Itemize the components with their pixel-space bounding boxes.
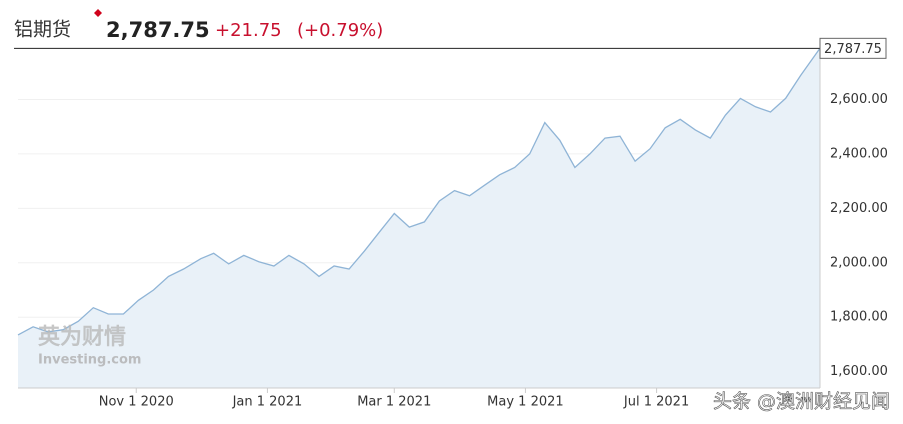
x-tick-label: May 1 2021 (487, 395, 564, 410)
watermark-sub: Investing.com (38, 353, 141, 368)
y-tick-label: 1,800.00 (830, 310, 888, 325)
last-price-box (819, 37, 887, 59)
y-tick-label: 1,600.00 (830, 364, 888, 379)
y-tick-label: 2,600.00 (830, 92, 888, 107)
watermark: 英为财情 (38, 324, 126, 350)
y-tick-label: 2,000.00 (830, 255, 888, 270)
x-tick-label: Nov 1 2020 (99, 395, 174, 410)
x-tick-label: Jan 1 2021 (232, 395, 303, 410)
last-price-label: 2,787.75 (824, 42, 882, 57)
x-tick-label: Jul 1 2021 (623, 395, 689, 410)
y-tick-label: 2,400.00 (830, 146, 888, 161)
plot-area: 1,600.00 1,800.00 2,000.00 2,200.00 2,400.00… (14, 37, 888, 410)
credit: 头条 @澳洲财经见闻 (713, 391, 890, 413)
y-tick-label: 2,200.00 (830, 201, 888, 216)
alert-icon (94, 9, 102, 17)
chart-title: 铝期货 (14, 19, 71, 41)
change: +21.75 (215, 20, 282, 41)
change-pct: (+0.79%) (297, 20, 383, 41)
area (18, 48, 820, 389)
line (17, 47, 821, 336)
price: 2,787.75 (106, 18, 210, 42)
x-tick-label: Mar 1 2021 (357, 395, 431, 410)
